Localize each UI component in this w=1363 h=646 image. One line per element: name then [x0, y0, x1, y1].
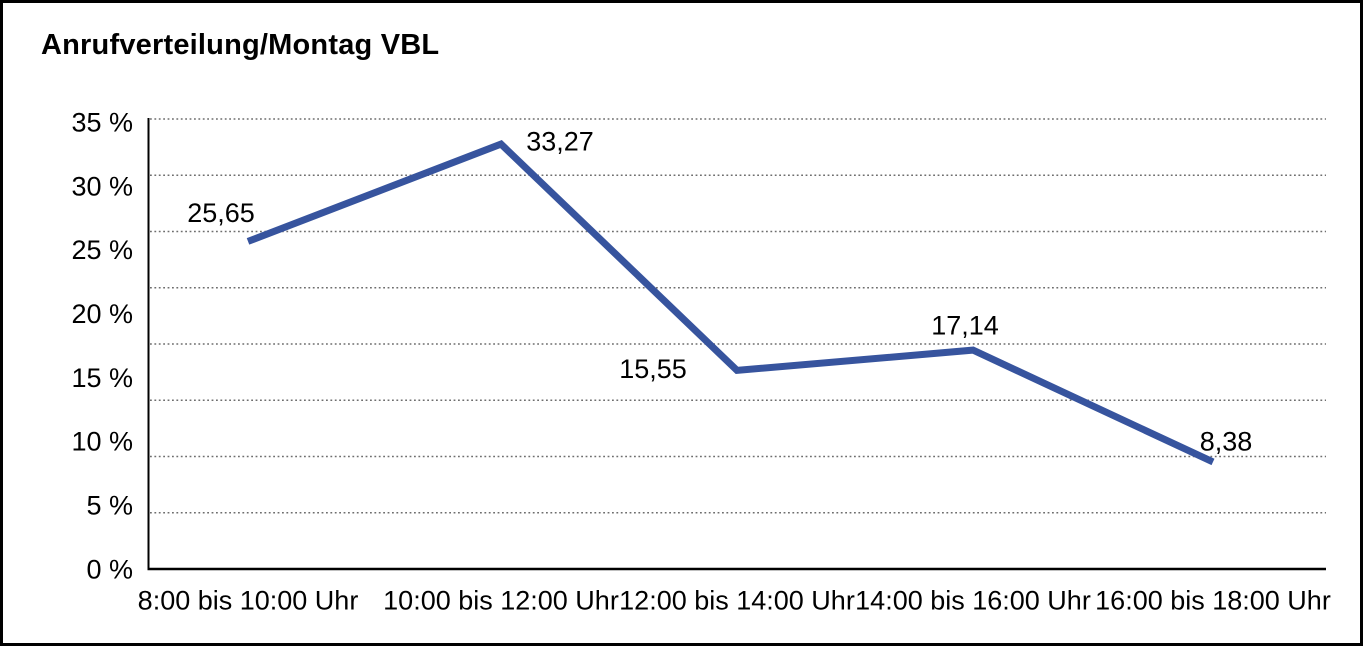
x-category-label: 10:00 bis 12:00 Uhr	[383, 585, 619, 615]
y-tick-label: 10 %	[71, 427, 133, 457]
value-label: 25,65	[187, 198, 255, 228]
x-category-label: 8:00 bis 10:00 Uhr	[138, 585, 359, 615]
y-tick-label: 30 %	[71, 171, 133, 201]
y-tick-label: 0 %	[86, 554, 133, 584]
line-chart: 35 % 30 % 25 % 20 % 15 % 10 % 5 % 0 %8:00 bis 1…	[71, 107, 1331, 615]
chart-title: Anrufverteilung/Montag VBL	[41, 29, 440, 61]
x-category-label: 14:00 bis 16:00 Uhr	[855, 585, 1091, 615]
value-label: 17,14	[931, 311, 999, 341]
y-tick-label: 20 %	[71, 299, 133, 329]
y-tick-label: 35 %	[71, 107, 133, 137]
value-label: 8,38	[1200, 426, 1253, 456]
value-label: 15,55	[619, 354, 687, 384]
value-label: 33,27	[526, 127, 594, 157]
y-tick-label: 5 %	[86, 491, 133, 521]
y-tick-label: 25 %	[71, 235, 133, 265]
x-category-label: 16:00 bis 18:00 Uhr	[1095, 585, 1331, 615]
data-line	[246, 140, 1215, 466]
y-tick-label: 15 %	[71, 363, 133, 393]
x-category-label: 12:00 bis 14:00 Uhr	[619, 585, 855, 615]
